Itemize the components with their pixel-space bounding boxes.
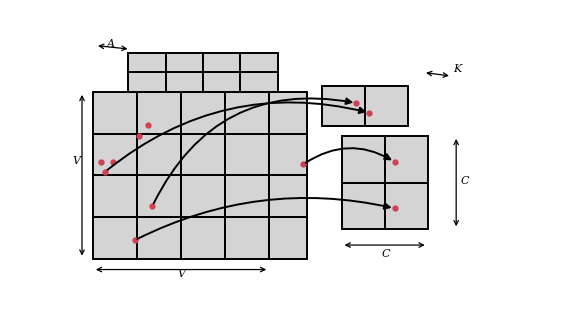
Bar bbox=[203, 73, 240, 92]
Bar bbox=[322, 86, 365, 126]
Bar bbox=[269, 175, 307, 217]
Bar bbox=[342, 136, 385, 183]
Bar bbox=[269, 92, 307, 134]
Bar bbox=[269, 217, 307, 259]
Bar bbox=[240, 73, 278, 92]
Bar bbox=[93, 217, 137, 259]
Bar bbox=[342, 183, 385, 229]
Bar bbox=[269, 134, 307, 175]
Text: A: A bbox=[107, 39, 115, 49]
Bar bbox=[181, 217, 225, 259]
Bar bbox=[181, 134, 225, 175]
FancyArrowPatch shape bbox=[137, 198, 390, 239]
Bar bbox=[240, 53, 278, 73]
Bar bbox=[137, 217, 181, 259]
Bar bbox=[181, 175, 225, 217]
Text: V: V bbox=[177, 269, 185, 279]
Text: K: K bbox=[453, 64, 461, 74]
Bar bbox=[93, 175, 137, 217]
FancyArrowPatch shape bbox=[306, 148, 390, 163]
Bar bbox=[225, 134, 269, 175]
Bar bbox=[225, 175, 269, 217]
FancyArrowPatch shape bbox=[107, 102, 365, 170]
Bar bbox=[203, 53, 240, 73]
Bar bbox=[128, 53, 166, 73]
Bar bbox=[365, 86, 408, 126]
Text: C: C bbox=[461, 176, 469, 186]
Bar bbox=[225, 92, 269, 134]
Bar bbox=[128, 73, 166, 92]
Bar bbox=[93, 134, 137, 175]
Bar bbox=[166, 53, 203, 73]
Bar bbox=[137, 134, 181, 175]
Text: V: V bbox=[72, 156, 80, 166]
FancyArrowPatch shape bbox=[154, 98, 352, 204]
Bar bbox=[385, 136, 428, 183]
Bar bbox=[181, 92, 225, 134]
Bar bbox=[225, 217, 269, 259]
Text: C: C bbox=[382, 249, 390, 259]
Bar bbox=[93, 92, 137, 134]
Bar bbox=[137, 175, 181, 217]
Bar bbox=[166, 73, 203, 92]
Bar bbox=[137, 92, 181, 134]
Bar bbox=[385, 183, 428, 229]
